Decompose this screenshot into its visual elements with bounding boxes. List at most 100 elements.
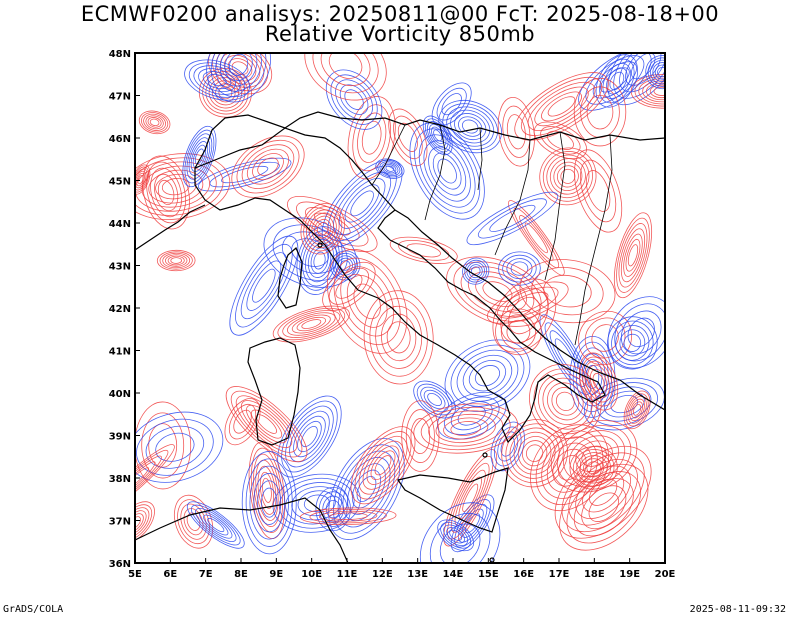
lat-tick-label: 43N <box>109 262 131 273</box>
vorticity-contour <box>135 510 147 535</box>
vorticity-contour <box>547 96 576 117</box>
france-coast <box>135 204 206 251</box>
vorticity-contour <box>215 53 262 92</box>
vorticity-contour <box>475 276 520 307</box>
vorticity-contour <box>281 400 338 473</box>
vorticity-contour <box>541 91 583 122</box>
coastlines <box>135 111 665 563</box>
vorticity-contour <box>297 420 322 453</box>
vorticity-contour <box>441 93 462 116</box>
credit-label: GrADS/COLA <box>3 604 64 615</box>
vorticity-contour <box>533 368 598 435</box>
vorticity-contour <box>454 469 486 526</box>
vorticity-contour <box>319 510 378 522</box>
vorticity-contour <box>135 467 149 492</box>
vorticity-contour <box>530 424 609 512</box>
vorticity-contour <box>649 84 665 99</box>
timestamp-label: 2025-08-11-09:32 <box>689 604 786 615</box>
vorticity-contour <box>135 507 150 538</box>
longitude-axis: 5E 6E 7E 8E 9E 10E 11E 12E 13E 14E 15E 16E 17E 18E 19E… <box>128 558 676 580</box>
vorticity-contour <box>297 490 336 517</box>
vorticity-contour <box>141 412 185 479</box>
vorticity-contour <box>576 452 612 484</box>
vorticity-contour <box>428 410 504 447</box>
vorticity-contour <box>535 430 604 505</box>
vorticity-contour <box>575 465 631 519</box>
vorticity-contour <box>613 212 653 299</box>
vorticity-contour <box>363 290 434 385</box>
vorticity-contour <box>419 502 501 563</box>
vorticity-contour <box>623 390 651 430</box>
vorticity-contour <box>616 217 650 293</box>
vorticity-contour <box>327 248 408 354</box>
vorticity-contour <box>572 449 615 487</box>
vorticity-contour <box>554 338 576 372</box>
vorticity-contour <box>223 54 257 82</box>
vorticity-contour <box>653 86 665 96</box>
vorticity-contour <box>148 423 178 468</box>
vorticity-contour <box>202 71 249 115</box>
vorticity-contour <box>589 368 608 395</box>
vorticity-contour <box>328 53 363 79</box>
vorticity-contour <box>541 436 598 499</box>
vorticity-contour <box>519 259 616 324</box>
vorticity-contour <box>316 222 329 236</box>
vorticity-contour <box>579 455 608 481</box>
vorticity-contour <box>135 444 175 515</box>
vorticity-contour <box>177 499 210 545</box>
lat-tick-label: 37N <box>109 517 131 528</box>
vorticity-contour <box>495 308 542 356</box>
vorticity-contour <box>282 310 341 338</box>
vorticity-contour <box>433 129 443 142</box>
vorticity-contour <box>161 177 190 196</box>
vorticity-contour <box>188 137 211 176</box>
vorticity-contour <box>241 451 297 555</box>
vorticity-contour <box>602 63 632 99</box>
vorticity-contour <box>543 274 592 308</box>
vorticity-contour <box>405 409 435 463</box>
vorticity-contour <box>186 501 245 549</box>
vorticity-contour <box>524 222 548 254</box>
vorticity-contour <box>296 316 327 332</box>
vorticity-contour <box>183 508 204 536</box>
vorticity-contour <box>330 74 378 125</box>
vorticity-contour <box>165 254 188 267</box>
vorticity-contour <box>573 478 634 537</box>
vorticity-contour <box>155 432 195 462</box>
vorticity-contour <box>245 458 293 547</box>
vorticity-contour <box>587 364 610 399</box>
vorticity-contour <box>508 296 541 335</box>
vorticity-contour <box>591 324 619 352</box>
vorticity-contour <box>613 53 665 99</box>
vorticity-contour <box>517 435 552 471</box>
vorticity-contour <box>325 69 383 130</box>
vorticity-contour <box>207 517 225 533</box>
vorticity-contour <box>586 94 614 130</box>
vorticity-contour <box>379 161 401 177</box>
vorticity-contour <box>167 255 185 266</box>
vorticity-contour <box>547 382 584 421</box>
lon-tick-label: 9E <box>269 569 283 580</box>
vorticity-contour <box>346 275 388 328</box>
vorticity-contour <box>313 251 326 270</box>
vorticity-contour <box>502 105 531 158</box>
vorticity-contour <box>546 154 590 199</box>
vorticity-contour <box>253 473 286 533</box>
vorticity-contour <box>230 390 303 458</box>
vorticity-contour <box>650 59 665 85</box>
vorticity-contour <box>259 471 275 509</box>
vorticity-contour <box>555 391 575 412</box>
vorticity-contour <box>627 244 639 267</box>
vorticity-contour <box>505 423 564 484</box>
vorticity-contour <box>340 260 351 271</box>
vorticity-contour <box>311 215 335 242</box>
vorticity-contour <box>291 314 331 334</box>
vorticity-contour <box>257 480 282 525</box>
lat-tick-label: 47N <box>109 92 131 103</box>
vorticity-contour <box>466 191 559 246</box>
vorticity-contour <box>328 438 405 540</box>
vorticity-contour <box>141 165 211 208</box>
vorticity-contour <box>569 335 616 418</box>
vorticity-contour <box>450 421 481 436</box>
vorticity-contour <box>340 266 395 337</box>
